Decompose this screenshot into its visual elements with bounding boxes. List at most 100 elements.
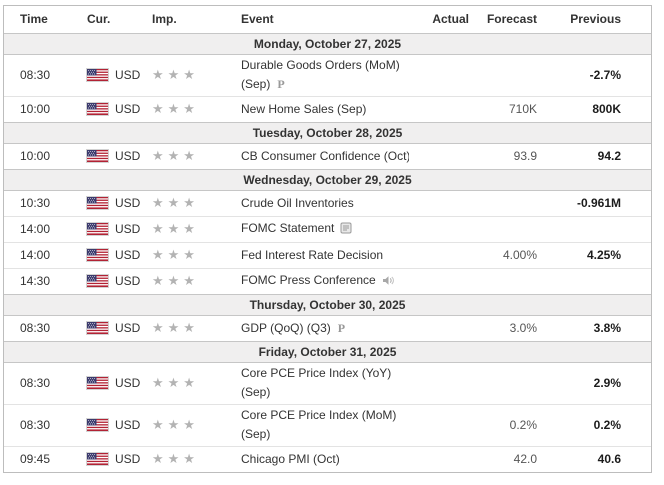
previous-value — [537, 268, 651, 294]
currency-code: USD — [115, 248, 141, 262]
event-row: 08:30 USD ★★★ GDP (QoQ) (Q3) P 3.0% 3.8% — [4, 315, 651, 341]
event-time: 14:00 — [4, 242, 79, 269]
event-link[interactable]: Crude Oil Inventories — [241, 194, 409, 213]
day-separator-row: Tuesday, October 28, 2025 — [4, 121, 651, 144]
actual-value — [409, 190, 469, 217]
event-title-text: Fed Interest Rate Decision — [241, 247, 384, 262]
event-link[interactable]: FOMC Press Conference — [241, 271, 409, 292]
event-time: 08:30 — [20, 321, 51, 335]
day-separator-row: Friday, October 31, 2025 — [4, 340, 651, 363]
currency-cell: USD — [79, 315, 145, 341]
column-header-actual: Actual — [432, 12, 469, 27]
event-cell: Core PCE Price Index (YoY) (Sep) — [239, 362, 409, 405]
day-separator-row: Wednesday, October 29, 2025 — [4, 168, 651, 191]
previous-value: 4.25% — [537, 242, 651, 269]
event-cell: Crude Oil Inventories — [239, 190, 409, 217]
currency-cell: USD — [79, 242, 145, 269]
day-separator-row: Thursday, October 30, 2025 — [4, 293, 651, 316]
event-title-text: Core PCE Price Index (YoY) — [241, 366, 392, 380]
forecast-value — [469, 54, 537, 97]
us-flag-icon — [86, 321, 109, 335]
event-link[interactable]: Durable Goods Orders (MoM) (Sep) P — [241, 56, 409, 94]
us-flag-icon — [86, 102, 109, 116]
forecast-value: 42.0 — [513, 452, 537, 467]
us-flag-icon — [86, 376, 109, 390]
currency-cell: USD — [79, 404, 145, 447]
event-link[interactable]: FOMC Statement — [241, 219, 409, 240]
event-row: 14:00 USD ★★★ Fed Interest Rate Decision 4.0… — [4, 242, 651, 269]
event-link[interactable]: New Home Sales (Sep) — [241, 100, 409, 119]
calendar-body: Monday, October 27, 2025 08:30 USD ★★★ Durab… — [4, 32, 651, 472]
preliminary-icon: P — [337, 320, 346, 335]
event-cell: FOMC Press Conference — [239, 268, 409, 294]
importance-cell: ★★★ — [145, 143, 239, 169]
event-title-text: (Sep) — [241, 385, 271, 399]
event-title-line: Core PCE Price Index (MoM) — [241, 406, 409, 425]
importance-cell: ★★★ — [145, 404, 239, 447]
actual-value — [409, 404, 469, 447]
event-title-text: Durable Goods Orders (MoM) — [241, 58, 400, 72]
forecast-value: 4.00% — [469, 242, 537, 269]
column-header-forecast: Forecast — [486, 12, 537, 27]
importance-stars: ★★★ — [152, 148, 199, 164]
event-cell: Durable Goods Orders (MoM) (Sep) P — [239, 54, 409, 97]
day-separator-row: Monday, October 27, 2025 — [4, 32, 651, 55]
currency-code: USD — [115, 274, 141, 288]
importance-stars: ★★★ — [152, 101, 199, 117]
event-cell: New Home Sales (Sep) — [239, 96, 409, 122]
event-link[interactable]: CB Consumer Confidence (Oct) — [241, 147, 409, 166]
event-link[interactable]: Core PCE Price Index (YoY) (Sep) — [241, 364, 409, 402]
event-title-text: FOMC Press Conference — [241, 272, 376, 287]
event-cell: Core PCE Price Index (MoM) (Sep) — [239, 404, 409, 447]
importance-stars: ★★★ — [152, 320, 199, 336]
event-link[interactable]: Fed Interest Rate Decision — [241, 246, 409, 265]
event-title-text: GDP (QoQ) (Q3) — [241, 320, 331, 335]
currency-cell: USD — [79, 190, 145, 217]
event-link[interactable]: Core PCE Price Index (MoM) (Sep) — [241, 406, 409, 444]
currency-code: USD — [115, 376, 141, 390]
event-title-line: (Sep) — [241, 383, 409, 402]
event-row: 14:30 USD ★★★ FOMC Press Conference — [4, 268, 651, 294]
speaker-icon[interactable] — [382, 273, 395, 292]
forecast-value: 3.0% — [509, 321, 537, 335]
event-time: 10:30 — [4, 190, 79, 217]
column-header-time: Time — [20, 12, 48, 27]
us-flag-icon — [86, 452, 109, 467]
column-header-importance: Imp. — [152, 12, 177, 27]
previous-value: 2.9% — [537, 362, 651, 405]
event-cell: FOMC Statement — [239, 216, 409, 243]
previous-value: 0.2% — [537, 404, 651, 447]
event-title-line: New Home Sales (Sep) — [241, 100, 409, 119]
event-link[interactable]: GDP (QoQ) (Q3) P — [241, 319, 409, 338]
importance-stars: ★★★ — [152, 375, 199, 391]
actual-value — [409, 315, 469, 341]
importance-cell: ★★★ — [145, 446, 239, 472]
importance-stars: ★★★ — [152, 417, 199, 433]
day-header: Monday, October 27, 2025 — [4, 32, 651, 55]
importance-cell: ★★★ — [145, 54, 239, 97]
event-title-text: Crude Oil Inventories — [241, 195, 354, 210]
economic-calendar: Time Cur. Imp. Event Actual Forecast Pre… — [3, 5, 652, 473]
actual-value — [409, 268, 469, 294]
event-title-line: GDP (QoQ) (Q3) P — [241, 319, 409, 338]
currency-code: USD — [115, 196, 141, 210]
importance-cell: ★★★ — [145, 362, 239, 405]
currency-code: USD — [115, 222, 141, 236]
forecast-value: 0.2% — [469, 404, 537, 447]
currency-code: USD — [115, 102, 141, 116]
previous-value — [537, 216, 651, 243]
event-time: 10:00 — [20, 102, 51, 116]
event-time: 08:30 — [4, 54, 79, 97]
currency-code: USD — [115, 68, 141, 82]
event-link[interactable]: Chicago PMI (Oct) — [241, 450, 409, 469]
event-title-line: Fed Interest Rate Decision — [241, 246, 409, 265]
previous-value: 800K — [592, 102, 621, 116]
us-flag-icon — [86, 248, 109, 262]
day-header: Wednesday, October 29, 2025 — [4, 168, 651, 191]
report-icon[interactable] — [340, 221, 352, 240]
event-time: 08:30 — [4, 404, 79, 447]
importance-cell: ★★★ — [145, 242, 239, 269]
event-cell: Chicago PMI (Oct) — [239, 446, 409, 472]
actual-value — [409, 446, 469, 472]
currency-cell: USD — [79, 54, 145, 97]
